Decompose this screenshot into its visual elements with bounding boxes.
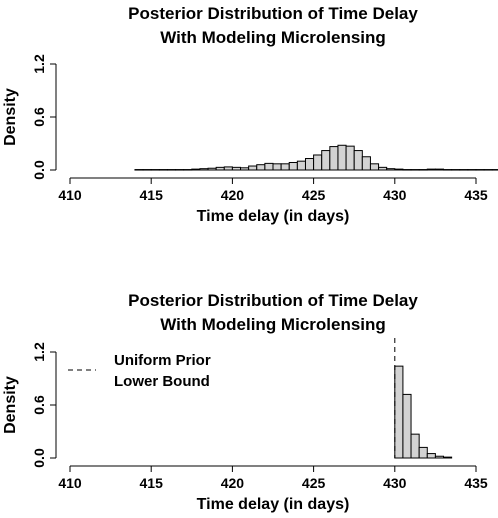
histogram-bar bbox=[321, 150, 331, 171]
histogram-bar bbox=[434, 168, 445, 171]
histogram-bar bbox=[402, 393, 412, 459]
histogram-bar bbox=[369, 163, 380, 171]
histogram-bar bbox=[426, 453, 436, 459]
x-tick-label: 430 bbox=[383, 187, 407, 203]
histogram-bar bbox=[207, 167, 217, 171]
histogram-bar bbox=[443, 456, 453, 459]
x-axis-label: Time delay (in days) bbox=[197, 208, 350, 225]
x-tick-label: 410 bbox=[58, 475, 82, 491]
histogram-bar bbox=[418, 446, 428, 459]
chart-title: Posterior Distribution of Time Delay bbox=[128, 4, 418, 23]
y-tick-label: 1.2 bbox=[31, 54, 47, 74]
histogram-bar bbox=[134, 169, 144, 171]
x-tick-label: 435 bbox=[464, 187, 488, 203]
histogram-bar bbox=[378, 166, 388, 171]
histogram-bar bbox=[386, 168, 396, 171]
x-tick-label: 425 bbox=[302, 187, 326, 203]
histogram-bar bbox=[361, 156, 371, 171]
histogram-bar bbox=[280, 163, 290, 171]
histogram-bar bbox=[231, 166, 242, 171]
histogram-bar bbox=[491, 169, 498, 171]
y-axis-label: Density bbox=[2, 376, 19, 434]
chart-subtitle: With Modeling Microlensing bbox=[160, 315, 386, 334]
histogram-bar bbox=[199, 168, 209, 171]
histogram-bar bbox=[394, 365, 404, 459]
histogram-bar bbox=[304, 158, 315, 171]
histogram-bar bbox=[183, 169, 193, 171]
histogram-bar bbox=[272, 163, 282, 171]
y-tick-label: 0.0 bbox=[31, 160, 47, 180]
histogram-bar bbox=[410, 433, 420, 459]
histogram-bar bbox=[248, 165, 258, 171]
histogram-bar bbox=[158, 169, 168, 171]
histogram-bar bbox=[313, 154, 323, 171]
histogram-bar bbox=[166, 169, 177, 171]
histogram-bar bbox=[443, 169, 453, 171]
histogram-bar bbox=[264, 162, 274, 171]
y-tick-label: 0.6 bbox=[31, 107, 47, 127]
x-tick-label: 420 bbox=[221, 475, 245, 491]
x-tick-label: 430 bbox=[383, 475, 407, 491]
legend-label: Lower Bound bbox=[114, 373, 210, 390]
histogram-bar bbox=[191, 168, 201, 171]
x-tick-label: 415 bbox=[140, 475, 164, 491]
histogram-bar bbox=[175, 169, 185, 171]
histogram-bar bbox=[475, 169, 485, 171]
histogram-bar bbox=[467, 169, 477, 171]
histogram-bar bbox=[256, 164, 266, 171]
histogram-bar bbox=[459, 169, 469, 171]
histogram-bar bbox=[142, 169, 152, 171]
x-tick-label: 410 bbox=[58, 187, 82, 203]
histogram-bar bbox=[451, 169, 461, 171]
chart-subtitle: With Modeling Microlensing bbox=[160, 28, 386, 47]
histogram-bar bbox=[215, 166, 225, 171]
x-tick-label: 425 bbox=[302, 475, 326, 491]
histogram-bar bbox=[426, 168, 436, 171]
histogram-bar bbox=[353, 150, 363, 171]
histogram-bar bbox=[410, 169, 420, 171]
legend-label: Uniform Prior bbox=[114, 352, 211, 369]
x-axis-label: Time delay (in days) bbox=[197, 496, 350, 513]
histogram-bar bbox=[288, 161, 298, 171]
histogram-bar bbox=[483, 169, 493, 171]
x-tick-label: 435 bbox=[464, 475, 488, 491]
chart-title: Posterior Distribution of Time Delay bbox=[128, 291, 418, 310]
x-tick-label: 415 bbox=[140, 187, 164, 203]
y-tick-label: 1.2 bbox=[31, 342, 47, 362]
histogram-bar bbox=[402, 169, 412, 171]
y-tick-label: 0.0 bbox=[31, 448, 47, 468]
histogram-bar bbox=[337, 144, 347, 171]
chart-panel-1: Posterior Distribution of Time Delay With… bbox=[2, 4, 498, 225]
x-tick-label: 420 bbox=[221, 187, 245, 203]
histogram-bar bbox=[150, 169, 160, 171]
histogram-bar bbox=[223, 166, 233, 171]
histogram-bar bbox=[418, 169, 428, 171]
histogram-bar bbox=[434, 455, 445, 459]
chart-panel-2: Posterior Distribution of Time Delay With… bbox=[2, 291, 488, 513]
y-tick-label: 0.6 bbox=[31, 395, 47, 415]
histogram-bar bbox=[329, 146, 339, 171]
y-axis-label: Density bbox=[2, 88, 19, 146]
histogram-bar bbox=[296, 160, 306, 171]
histogram-bar bbox=[240, 167, 250, 171]
histogram-bar bbox=[345, 145, 355, 171]
histogram-bar bbox=[394, 168, 404, 171]
